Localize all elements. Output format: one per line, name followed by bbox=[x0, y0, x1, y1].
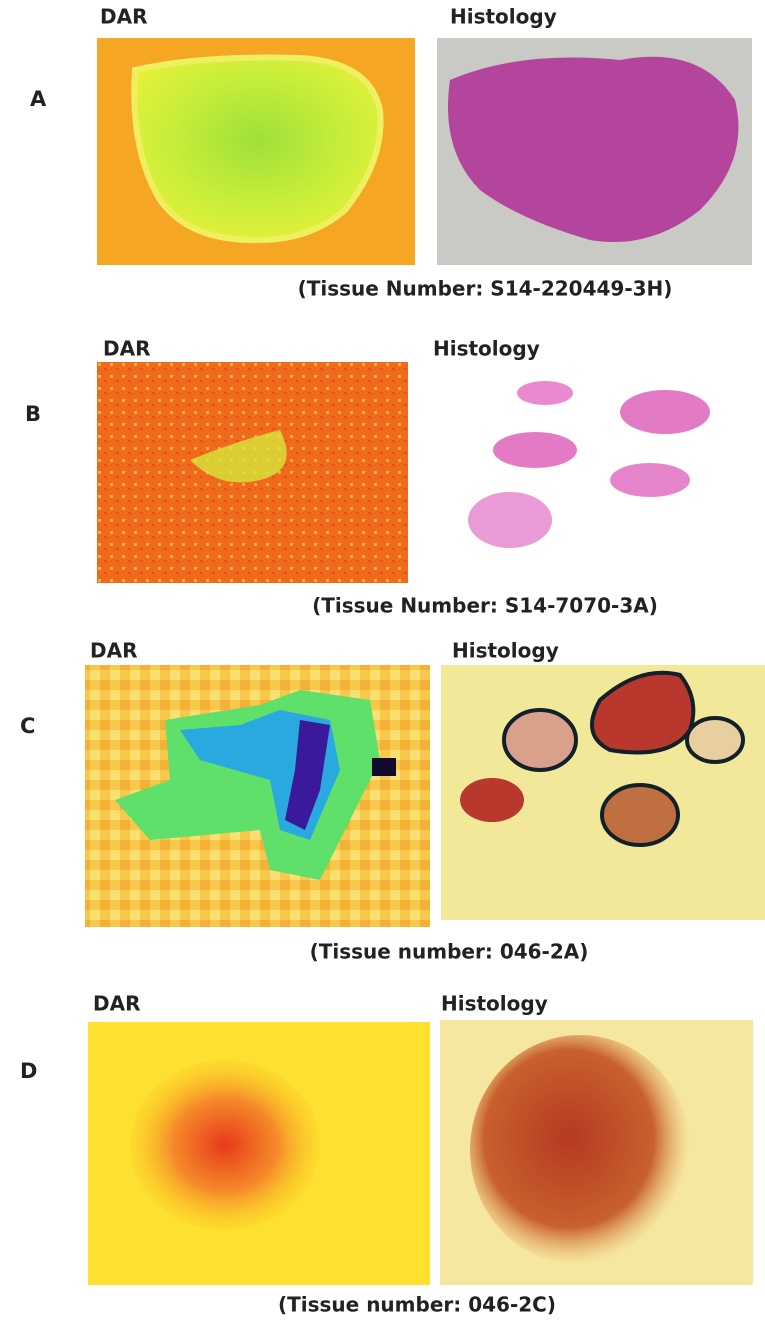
dar-title: DAR bbox=[90, 639, 137, 663]
histology-title: Histology bbox=[450, 5, 557, 29]
panel-label: A bbox=[30, 87, 47, 111]
dar-title: DAR bbox=[93, 992, 140, 1016]
histology-tissue bbox=[517, 381, 573, 405]
histology-tissue bbox=[504, 710, 576, 770]
panel-label: D bbox=[20, 1059, 37, 1083]
histology-tissue bbox=[470, 1035, 690, 1265]
dar-tissue bbox=[130, 1060, 320, 1230]
panel-label: C bbox=[20, 714, 35, 738]
dar-title: DAR bbox=[103, 337, 150, 361]
caption: (Tissue number: 046-2C) bbox=[278, 1293, 556, 1317]
histology-tissue bbox=[493, 432, 577, 468]
panel-label: B bbox=[25, 402, 41, 426]
caption: (Tissue Number: S14-220449-3H) bbox=[298, 277, 673, 301]
histology-tissue bbox=[468, 492, 552, 548]
histology-tissue bbox=[687, 718, 743, 762]
caption: (Tissue Number: S14-7070-3A) bbox=[312, 594, 658, 618]
dar-tissue bbox=[134, 58, 380, 241]
dar-tissue bbox=[372, 758, 396, 776]
histology-tissue bbox=[602, 785, 678, 845]
histology-title: Histology bbox=[433, 337, 540, 361]
histology-tissue bbox=[610, 463, 690, 497]
histology-tissue bbox=[460, 778, 524, 822]
histology-tissue bbox=[620, 390, 710, 434]
caption: (Tissue number: 046-2A) bbox=[310, 940, 589, 964]
figure: A DAR Histology (Tissue Number: S14-2204… bbox=[0, 0, 765, 1321]
dar-title: DAR bbox=[100, 5, 147, 29]
histology-title: Histology bbox=[441, 992, 548, 1016]
histology-title: Histology bbox=[452, 639, 559, 663]
